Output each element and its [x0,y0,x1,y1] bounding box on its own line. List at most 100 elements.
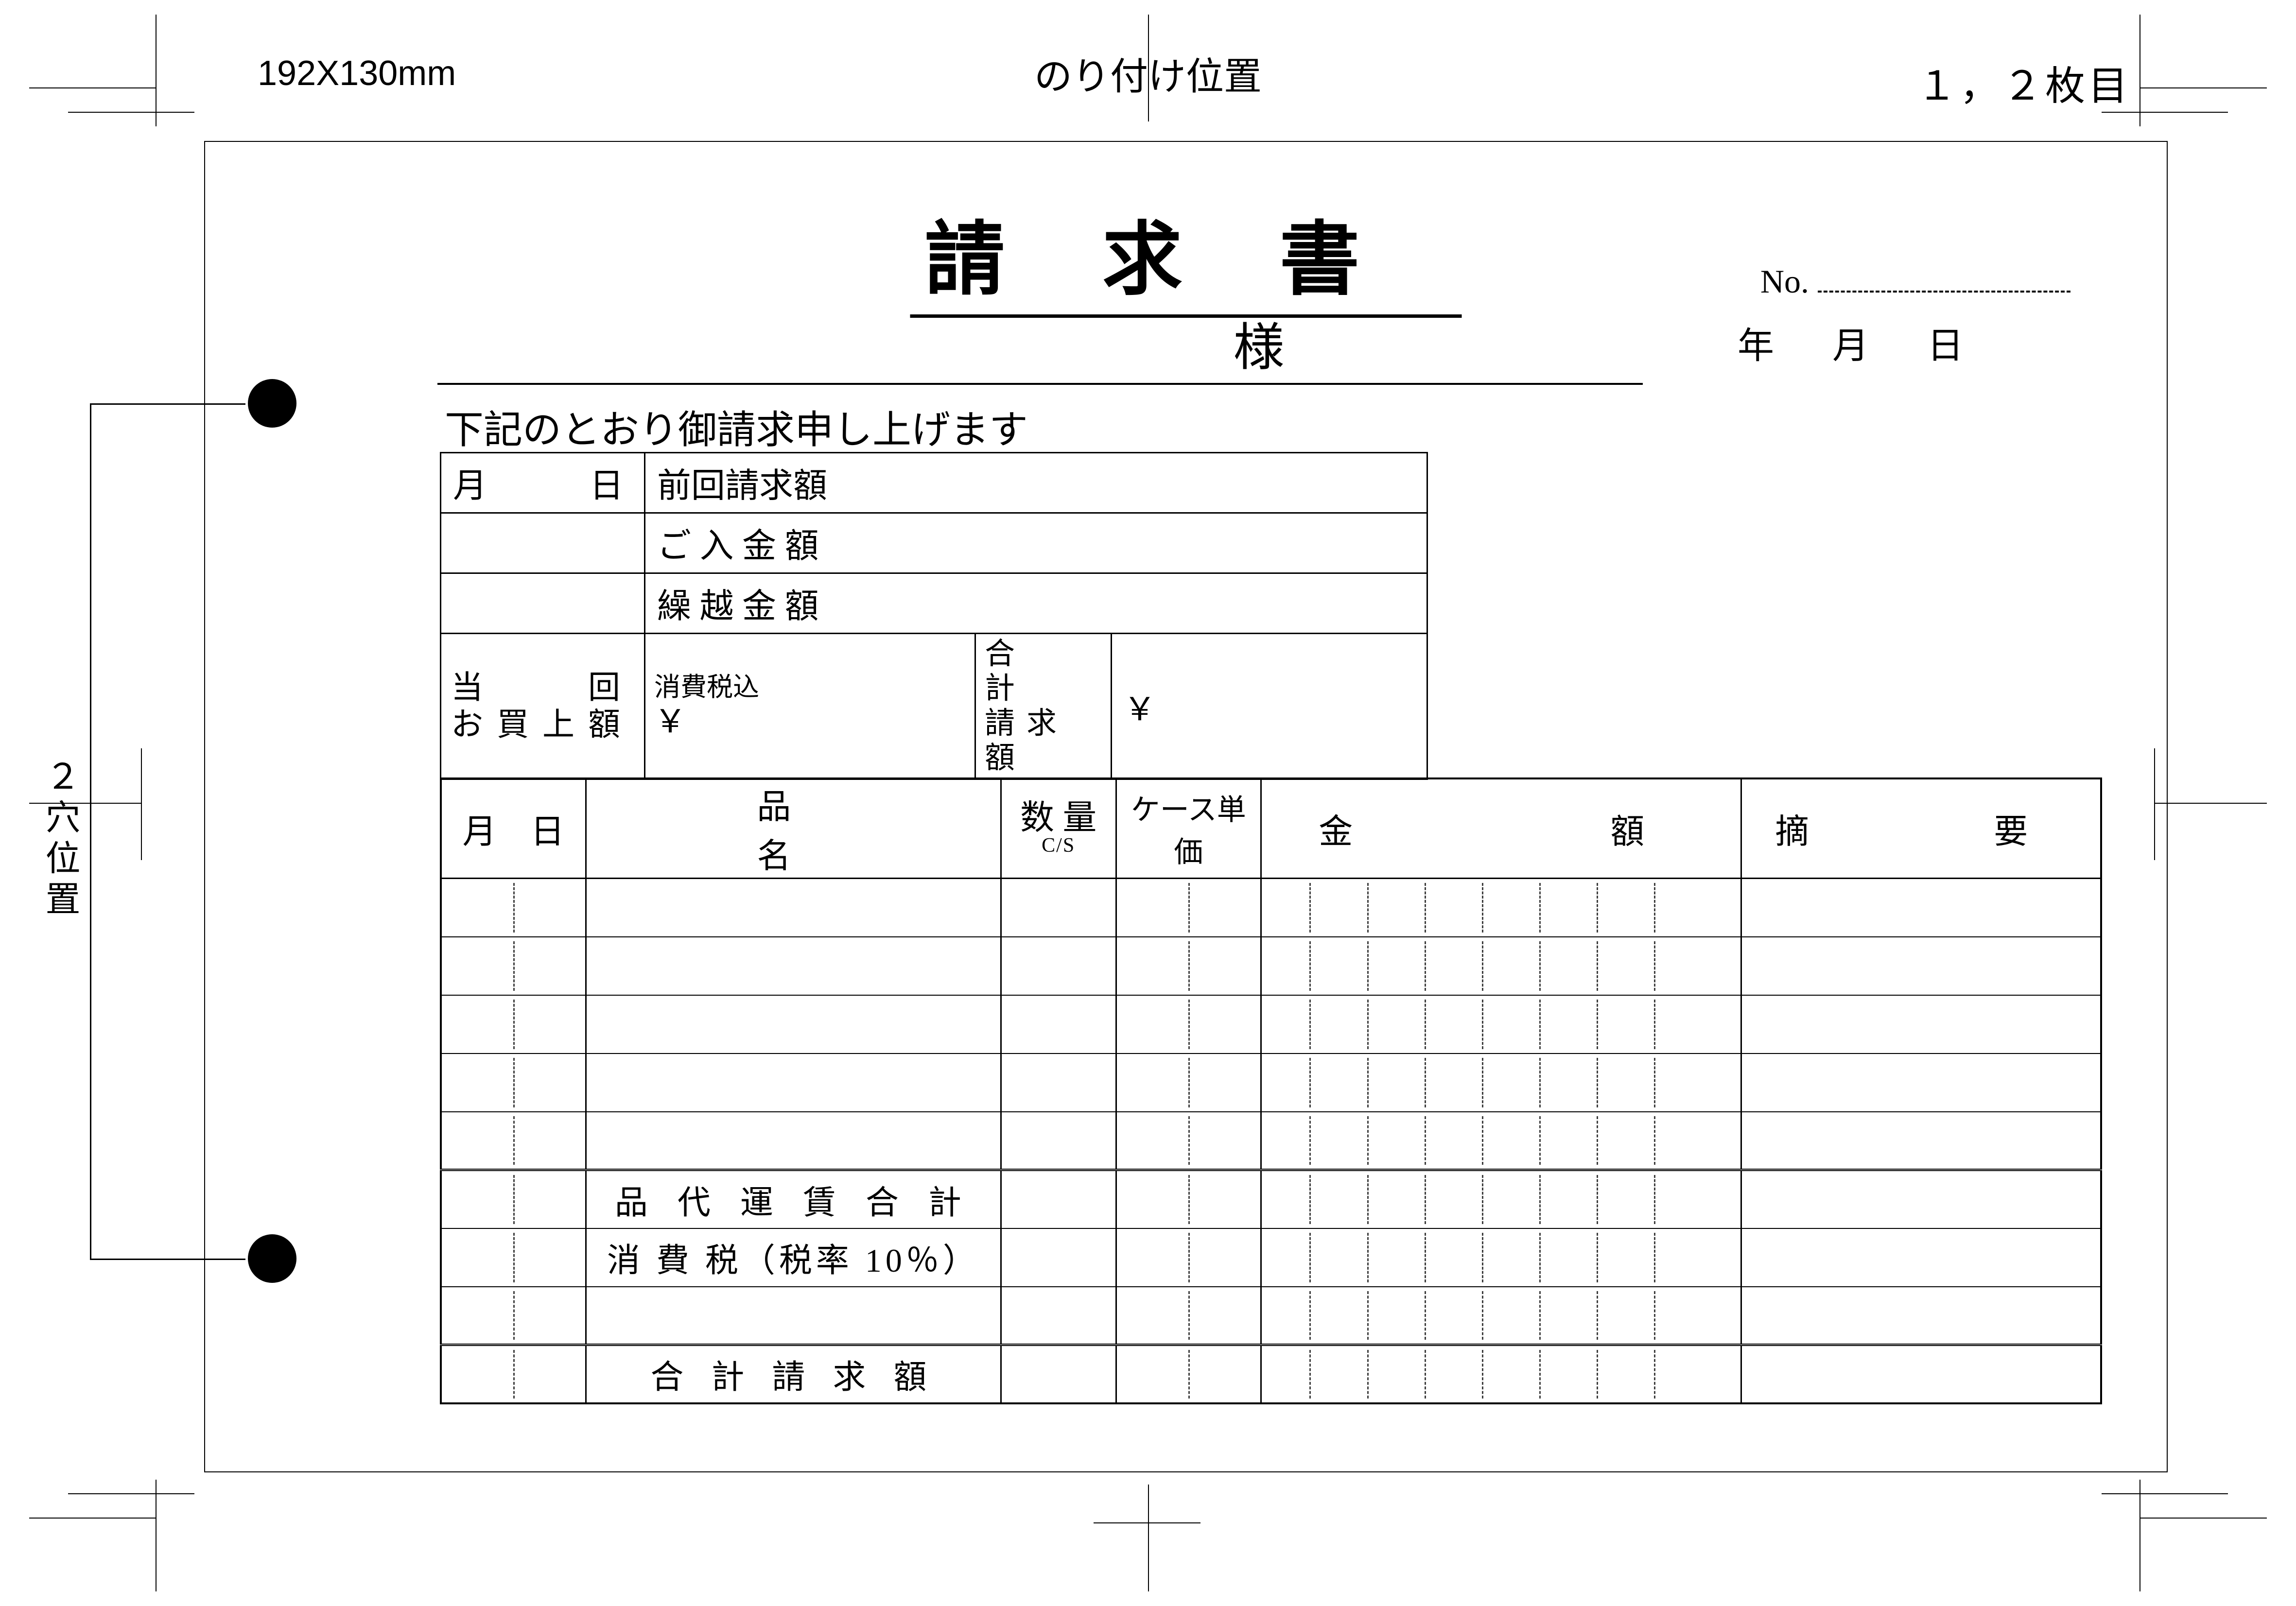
cell [1116,1053,1261,1112]
col-unit-price: ケース単価 [1116,778,1261,879]
cell [441,1053,586,1112]
summary-month-day: 月 日 [441,453,645,513]
cell [1001,937,1116,995]
cell [586,1287,1001,1345]
summary-row: ご 入 金 額 [441,513,1427,573]
cell [441,1345,586,1403]
no-label: No. [1760,262,1809,301]
text: お買上額 [451,707,634,743]
cell [1741,1345,2101,1403]
qty-sub: C/S [1002,835,1115,856]
dimensions-label: 192X130mm [258,53,456,93]
subtotal-label: 品 代 運 賃 合 計 [586,1170,1001,1228]
cell [1741,1170,2101,1228]
item-row [441,1112,2101,1170]
cell [1116,995,1261,1053]
cell [1001,1170,1116,1228]
crop-mark [2102,1493,2228,1494]
items-table-wrap: 月 日 品 名 数 量 C/S ケース単価 金 額 摘 要 [440,777,2102,1404]
cell [1116,1228,1261,1287]
item-row [441,995,2101,1053]
crop-mark [29,87,156,88]
cell [441,995,586,1053]
item-row [441,1053,2101,1112]
no-underline [1818,291,2070,293]
page: 192X130mm のり付け位置 １，２枚目 ２穴位置 請求書 No. 様 年月… [0,0,2296,1606]
summary-purchase-label: 当 回 お買上額 [441,634,645,779]
crop-mark [156,15,157,126]
cell [1261,1345,1741,1403]
crop-mark [1094,1522,1200,1523]
cell [586,995,1001,1053]
crop-mark [1148,1485,1149,1591]
summary-total-amount: ￥ [1112,634,1427,779]
crop-mark [2102,112,2228,113]
yen-symbol: ￥ [654,704,686,740]
col-product-name: 品 名 [586,778,1001,879]
cell [441,1287,586,1345]
cell [1741,1112,2101,1170]
cell [441,1228,586,1287]
crop-mark [141,748,142,860]
summary-row: 月 日 前回請求額 [441,453,1427,513]
cell [586,937,1001,995]
summary-taxincl: 消費税込 ￥ [645,634,975,779]
punch-leader-line [90,403,91,1259]
summary-blank [441,513,645,573]
crop-mark [156,1480,157,1591]
cell [1261,1112,1741,1170]
cell [1001,1345,1116,1403]
cell [1116,1170,1261,1228]
cell [586,1112,1001,1170]
crop-mark [2140,87,2267,88]
cell [1741,879,2101,937]
items-body: 品 代 運 賃 合 計 消 費 税（税率 10％） [441,879,2101,1403]
items-table: 月 日 品 名 数 量 C/S ケース単価 金 額 摘 要 [440,777,2102,1404]
cell [1261,1170,1741,1228]
recipient-line: 様 [437,306,1643,385]
punch-hole-label: ２穴位置 [34,758,85,921]
day-label: 日 [1927,326,2022,366]
cell [441,1170,586,1228]
col-amount: 金 額 [1261,778,1741,879]
cell [1001,995,1116,1053]
cell [1741,995,2101,1053]
text: 数 量 [1020,799,1097,837]
items-header-row: 月 日 品 名 数 量 C/S ケース単価 金 額 摘 要 [441,778,2101,879]
blank-row [441,1287,2101,1345]
cell [1116,1287,1261,1345]
invoice-content: 請求書 No. 様 年月日 下記のとおり御請求申し上げます 月 日 前回請求額 … [204,141,2168,1472]
grand-total-label: 合 計 請 求 額 [586,1345,1001,1403]
tax-label: 消 費 税（税率 10％） [586,1228,1001,1287]
cell [1116,937,1261,995]
crop-mark [29,1518,156,1519]
summary-total-label: 合 計 請求額 [975,634,1112,779]
cell [1001,1112,1116,1170]
glue-position-label: のり付け位置 [1034,46,1262,101]
summary-blank [441,573,645,634]
cell [1001,879,1116,937]
text: 当 回 [451,670,634,706]
text: 請求額 [985,707,1068,775]
summary-payment-label: ご 入 金 額 [645,513,1427,573]
tax-row: 消 費 税（税率 10％） [441,1228,2101,1287]
intro-text: 下記のとおり御請求申し上げます [445,398,1028,455]
number-block: No. [1760,262,2070,301]
text: 消費税込 [654,673,759,702]
cell [1261,1053,1741,1112]
cell [1001,1287,1116,1345]
text: 合 計 [985,638,1068,705]
recipient-suffix: 様 [796,306,1284,383]
col-note: 摘 要 [1741,778,2101,879]
cell [1261,1287,1741,1345]
crop-mark [2139,1480,2140,1591]
cell [586,1053,1001,1112]
cell [441,937,586,995]
summary-row: 当 回 お買上額 消費税込 ￥ 合 計 請求額 ￥ [441,634,1427,779]
cell [1116,879,1261,937]
cell [1261,1228,1741,1287]
crop-mark [2140,1518,2267,1519]
cell [1116,1345,1261,1403]
crop-mark [68,112,194,113]
summary-carryover-label: 繰 越 金 額 [645,573,1427,634]
